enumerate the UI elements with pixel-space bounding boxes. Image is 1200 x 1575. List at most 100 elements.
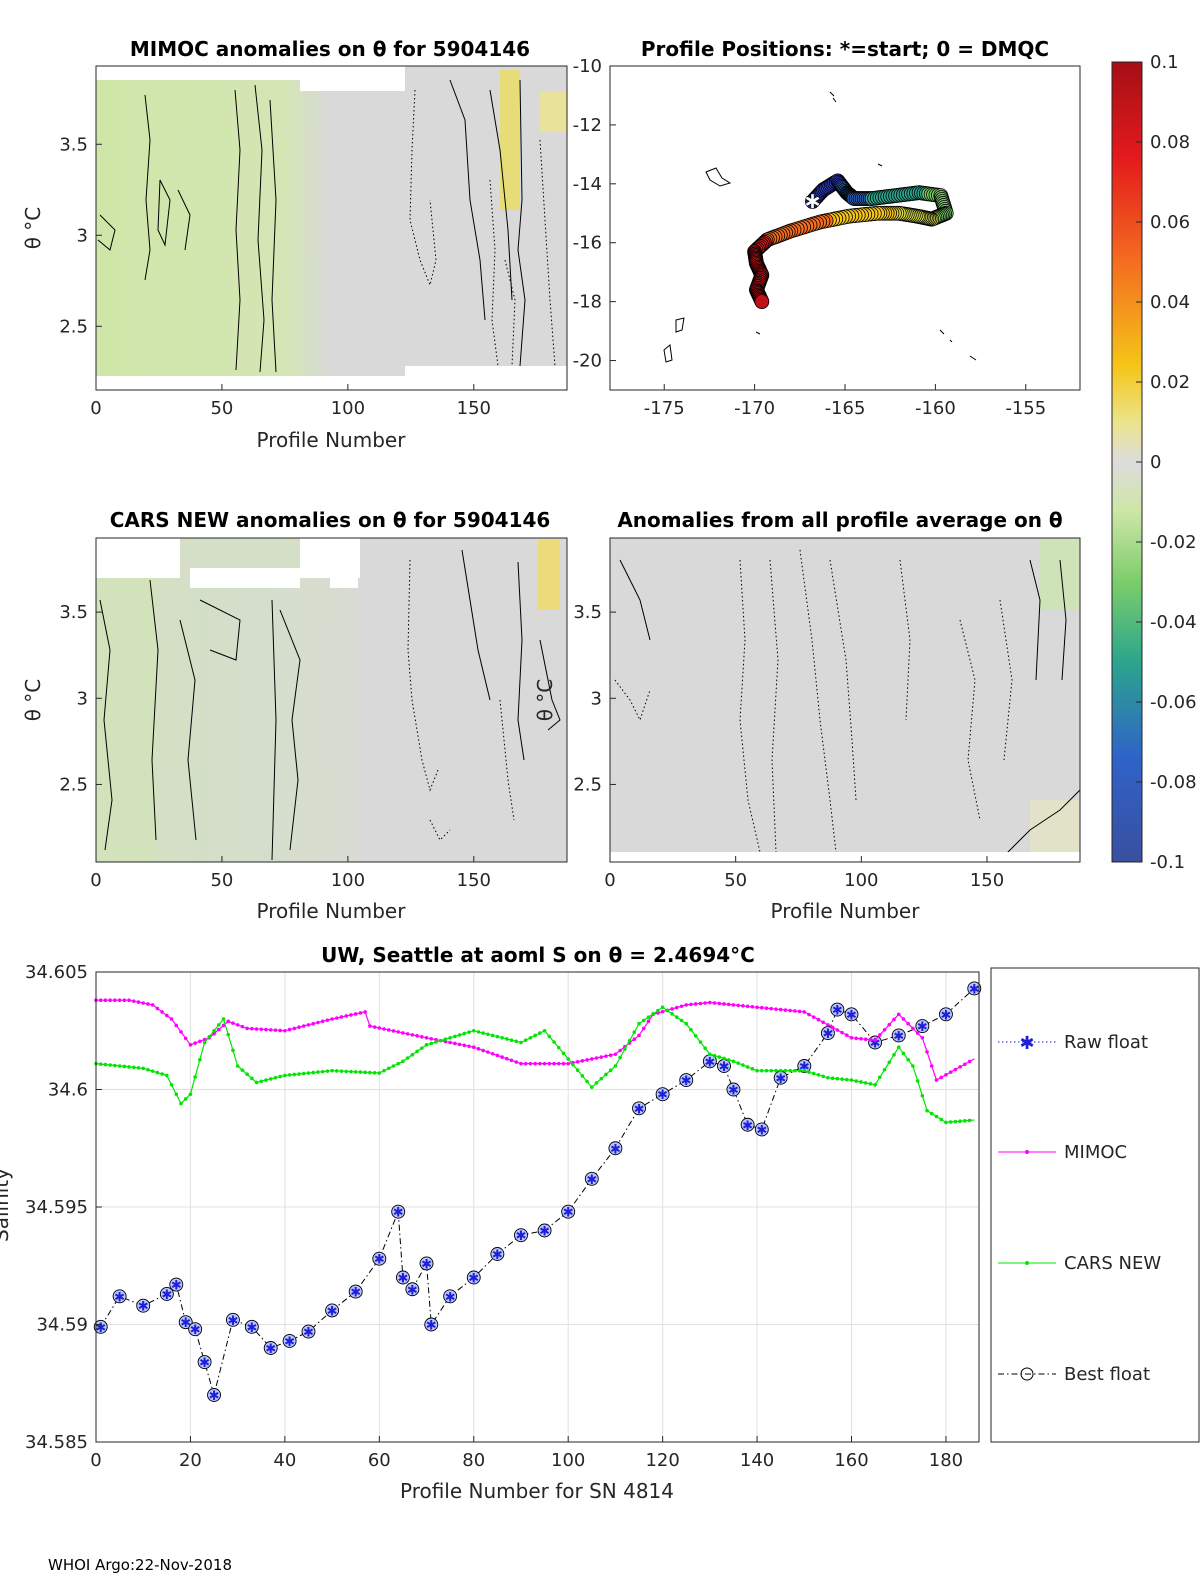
raw-float-marker: ✱ bbox=[138, 1300, 149, 1315]
asterisk-icon: ✱ bbox=[1019, 1033, 1034, 1054]
y-tick-label: -10 bbox=[573, 56, 602, 77]
series-point-mimoc bbox=[335, 1016, 339, 1020]
series-point-cars-new bbox=[599, 1076, 604, 1081]
axes-frame bbox=[609, 537, 1081, 863]
y-tick-label: 34.59 bbox=[36, 1315, 88, 1336]
series-point-mimoc bbox=[849, 1036, 854, 1040]
best-float-point: ✱ bbox=[608, 1141, 623, 1157]
series-point-mimoc bbox=[278, 1028, 282, 1033]
anomaly-patch-positive bbox=[500, 70, 520, 210]
legend-item-raw: ✱ Raw float bbox=[998, 1032, 1148, 1054]
series-point-cars-new bbox=[339, 1069, 344, 1073]
x-axis-label: Profile Number for SN 4814 bbox=[400, 1479, 674, 1503]
series-point-mimoc bbox=[386, 1028, 391, 1032]
best-float-marker bbox=[159, 1286, 174, 1301]
best-float-point: ✱ bbox=[584, 1171, 599, 1188]
axes-frame bbox=[95, 537, 568, 863]
colorbar-tick-label: 0.04 bbox=[1150, 292, 1190, 313]
series-point-mimoc bbox=[929, 1064, 934, 1068]
raw-float-marker: ✱ bbox=[492, 1248, 503, 1263]
y-tick-label: -12 bbox=[573, 115, 602, 136]
heatmap-field-average bbox=[610, 538, 1080, 852]
best-float-point: ✱ bbox=[391, 1204, 406, 1221]
best-float-marker bbox=[424, 1317, 439, 1332]
series-point-mimoc bbox=[566, 1061, 570, 1066]
series-point-cars-new bbox=[878, 1075, 882, 1080]
series-point-mimoc bbox=[608, 1053, 613, 1057]
series-point-mimoc bbox=[500, 1055, 504, 1059]
profile-position-marker bbox=[754, 294, 770, 310]
series-point-cars-new bbox=[741, 1063, 745, 1067]
y-axis-label: θ °C bbox=[533, 679, 557, 722]
x-tick-label: 100 bbox=[844, 870, 878, 891]
raw-float-marker: ✱ bbox=[265, 1342, 276, 1357]
colorbar-tick-label: -0.02 bbox=[1150, 532, 1197, 553]
series-point-cars-new bbox=[141, 1066, 146, 1071]
best-float-marker bbox=[938, 1007, 953, 1022]
panel-profile-positions: Profile Positions: *=start; 0 = DMQC ✱ -… bbox=[573, 37, 1081, 419]
raw-float-marker: ✱ bbox=[832, 1004, 843, 1019]
series-point-cars-new bbox=[325, 1069, 330, 1073]
series-point-cars-new bbox=[221, 1017, 226, 1021]
series-point-mimoc bbox=[174, 1023, 179, 1028]
best-float-marker bbox=[282, 1333, 297, 1348]
series-point-mimoc bbox=[538, 1061, 542, 1066]
raw-float-marker: ✱ bbox=[407, 1283, 418, 1298]
series-point-mimoc bbox=[835, 1028, 840, 1032]
best-float-marker bbox=[372, 1251, 387, 1266]
y-tick-label: 34.585 bbox=[25, 1432, 88, 1453]
best-float-point: ✱ bbox=[301, 1324, 316, 1341]
series-point-mimoc bbox=[896, 1012, 901, 1017]
raw-float-marker: ✱ bbox=[161, 1288, 172, 1303]
series-point-mimoc bbox=[934, 1078, 939, 1082]
series-point-mimoc bbox=[169, 1017, 174, 1021]
series-point-mimoc bbox=[505, 1056, 509, 1061]
colorbar-tick-label: -0.08 bbox=[1150, 772, 1197, 793]
series-point-cars-new bbox=[415, 1049, 419, 1054]
series-point-cars-new bbox=[486, 1032, 490, 1037]
y-tick-label: -20 bbox=[573, 351, 602, 372]
series-point-mimoc bbox=[708, 1000, 712, 1005]
series-point-cars-new bbox=[731, 1059, 736, 1064]
series-point-mimoc bbox=[868, 1037, 873, 1042]
series-point-cars-new bbox=[198, 1057, 202, 1062]
series-point-cars-new bbox=[627, 1038, 632, 1043]
best-float-point: ✱ bbox=[112, 1289, 127, 1305]
series-point-mimoc bbox=[594, 1056, 599, 1060]
raw-float-marker: ✱ bbox=[940, 1008, 951, 1023]
raw-float-marker: ✱ bbox=[374, 1253, 385, 1268]
series-point-cars-new bbox=[892, 1052, 896, 1057]
legend-item-cars: CARS NEW bbox=[998, 1253, 1161, 1274]
series-point-mimoc bbox=[816, 1017, 821, 1022]
series-point-cars-new bbox=[868, 1082, 873, 1086]
series-point-cars-new bbox=[136, 1066, 141, 1070]
series-point-mimoc bbox=[165, 1013, 169, 1018]
best-float-point: ✱ bbox=[466, 1270, 481, 1287]
series-point-mimoc bbox=[863, 1037, 868, 1042]
series-point-mimoc bbox=[240, 1024, 245, 1029]
best-float-marker bbox=[490, 1247, 505, 1261]
series-point-mimoc bbox=[844, 1033, 849, 1038]
series-point-mimoc bbox=[495, 1053, 500, 1058]
series-point-mimoc bbox=[901, 1017, 906, 1021]
legend-item-best: Best float bbox=[998, 1364, 1150, 1385]
series-point-cars-new bbox=[561, 1051, 566, 1056]
best-float-marker bbox=[967, 981, 982, 996]
series-point-cars-new bbox=[764, 1068, 769, 1073]
best-float-marker bbox=[726, 1082, 741, 1097]
series-point-cars-new bbox=[386, 1066, 391, 1071]
x-tick-label: 150 bbox=[970, 870, 1004, 891]
x-tick-label: 60 bbox=[368, 1450, 391, 1471]
best-float-marker bbox=[225, 1312, 240, 1327]
best-float-marker bbox=[419, 1256, 434, 1271]
raw-float-marker: ✱ bbox=[539, 1225, 550, 1240]
best-float-point: ✱ bbox=[348, 1284, 363, 1301]
raw-float-marker: ✱ bbox=[327, 1304, 338, 1319]
series-point-cars-new bbox=[807, 1070, 811, 1074]
best-float-marker bbox=[395, 1270, 410, 1285]
series-point-mimoc bbox=[103, 998, 108, 1002]
best-float-point: ✱ bbox=[197, 1355, 212, 1371]
series-point-mimoc bbox=[920, 1036, 925, 1040]
best-float-point: ✱ bbox=[754, 1122, 769, 1138]
